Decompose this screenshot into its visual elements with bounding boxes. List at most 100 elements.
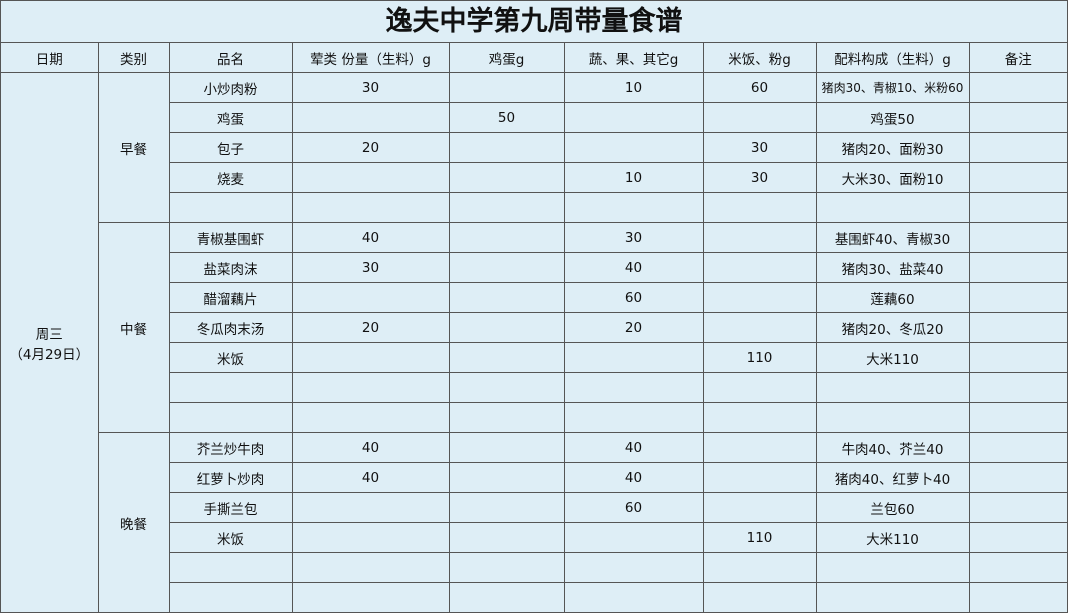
cell bbox=[291, 372, 450, 403]
cell bbox=[563, 102, 704, 133]
cell: 60 bbox=[563, 492, 704, 523]
cell: 大米30、面粉10 bbox=[815, 162, 970, 193]
cell bbox=[563, 192, 704, 223]
column-header: 品名 bbox=[168, 43, 293, 73]
cell bbox=[448, 462, 565, 493]
cell bbox=[448, 72, 565, 103]
cell bbox=[815, 372, 970, 403]
row: 醋溜藕片 60 莲藕60 bbox=[1, 282, 1067, 313]
row: 米饭 110 大米110 bbox=[1, 522, 1067, 553]
cell bbox=[702, 312, 817, 343]
cell bbox=[448, 282, 565, 313]
cell bbox=[702, 222, 817, 253]
cell bbox=[968, 552, 1067, 583]
cell bbox=[448, 402, 565, 433]
cell: 30 bbox=[291, 72, 450, 103]
cell bbox=[448, 372, 565, 403]
cell: 米饭 bbox=[169, 342, 293, 373]
cell: 20 bbox=[563, 312, 704, 343]
cell bbox=[563, 132, 704, 163]
cell bbox=[702, 372, 817, 403]
cell bbox=[968, 192, 1067, 223]
cell bbox=[968, 432, 1067, 463]
cell: 牛肉40、芥兰40 bbox=[815, 432, 970, 463]
cell: 40 bbox=[563, 252, 704, 283]
cell bbox=[448, 222, 565, 253]
cell bbox=[968, 492, 1067, 523]
cell: 猪肉30、盐菜40 bbox=[815, 252, 970, 283]
menu-table: 日期 类别 品名 荤类 份量（生料）g 鸡蛋g 蔬、果、其它g 米饭、粉g 配料构成（生料）g… bbox=[1, 43, 1067, 613]
row: 周三 （4月29日） 早餐 小炒肉粉 30 10 60 猪肉30、青椒10、米粉60 bbox=[1, 72, 1067, 613]
cell bbox=[448, 162, 565, 193]
cell bbox=[291, 282, 450, 313]
cell bbox=[169, 372, 293, 403]
column-header: 蔬、果、其它g bbox=[563, 43, 704, 73]
cell: 60 bbox=[563, 282, 704, 313]
meal-cell: 中餐 bbox=[98, 222, 170, 433]
cell bbox=[448, 252, 565, 283]
cell bbox=[702, 582, 817, 613]
row: 中餐 青椒基围虾 40 30 基围虾40、青椒30 bbox=[1, 222, 1067, 433]
cell bbox=[169, 402, 293, 433]
cell: 烧麦 bbox=[169, 162, 293, 193]
cell bbox=[702, 192, 817, 223]
cell bbox=[448, 312, 565, 343]
cell bbox=[702, 102, 817, 133]
cell bbox=[702, 282, 817, 313]
cell bbox=[815, 192, 970, 223]
cell: 30 bbox=[563, 222, 704, 253]
cell bbox=[448, 492, 565, 523]
cell bbox=[291, 342, 450, 373]
title: 逸夫中学第九周带量食谱 bbox=[1, 1, 1067, 43]
cell bbox=[968, 582, 1067, 613]
row: 米饭 110 大米110 bbox=[1, 342, 1067, 373]
cell: 30 bbox=[291, 252, 450, 283]
cell bbox=[702, 492, 817, 523]
cell bbox=[968, 462, 1067, 493]
cell bbox=[968, 102, 1067, 133]
cell bbox=[291, 102, 450, 133]
cell: 猪肉40、红萝卜40 bbox=[815, 462, 970, 493]
cell bbox=[702, 432, 817, 463]
cell: 包子 bbox=[169, 132, 293, 163]
column-header: 类别 bbox=[97, 43, 170, 73]
meal-cell: 早餐 bbox=[97, 72, 170, 223]
cell bbox=[291, 492, 450, 523]
row: 包子 20 30 猪肉20、面粉30 bbox=[1, 132, 1067, 163]
date: （4月29日） bbox=[9, 346, 90, 363]
header-row: 日期 类别 品名 荤类 份量（生料）g 鸡蛋g 蔬、果、其它g 米饭、粉g 配料构成（生料）g… bbox=[1, 43, 1067, 73]
cell: 40 bbox=[291, 432, 450, 463]
date-cell: 周三 （4月29日） bbox=[1, 72, 99, 613]
meal-cell: 晚餐 bbox=[98, 432, 170, 613]
cell bbox=[448, 522, 565, 553]
cell: 40 bbox=[563, 462, 704, 493]
cell bbox=[563, 552, 704, 583]
row: 晚餐 芥兰炒牛肉 40 40 牛肉40、芥兰40 bbox=[1, 432, 1067, 613]
cell bbox=[563, 522, 704, 553]
cell: 110 bbox=[702, 522, 817, 553]
cell bbox=[815, 402, 970, 433]
cell bbox=[448, 342, 565, 373]
cell: 鸡蛋50 bbox=[815, 102, 970, 133]
cell: 冬瓜肉末汤 bbox=[169, 312, 293, 343]
cell: 110 bbox=[702, 342, 817, 373]
cell bbox=[968, 132, 1067, 163]
cell bbox=[291, 582, 450, 613]
cell: 20 bbox=[291, 132, 450, 163]
cell bbox=[968, 222, 1067, 253]
cell: 兰包60 bbox=[815, 492, 970, 523]
cell: 小炒肉粉 bbox=[168, 72, 293, 103]
cell bbox=[448, 132, 565, 163]
cell bbox=[968, 372, 1067, 403]
cell: 莲藕60 bbox=[815, 282, 970, 313]
cell bbox=[563, 402, 704, 433]
column-header: 米饭、粉g bbox=[702, 43, 817, 73]
column-header: 荤类 份量（生料）g bbox=[291, 43, 450, 73]
cell: 40 bbox=[291, 222, 450, 253]
cell: 50 bbox=[448, 102, 565, 133]
cell: 鸡蛋 bbox=[169, 102, 293, 133]
cell bbox=[169, 192, 293, 223]
cell bbox=[702, 552, 817, 583]
cell: 30 bbox=[702, 162, 817, 193]
cell: 基围虾40、青椒30 bbox=[815, 222, 970, 253]
